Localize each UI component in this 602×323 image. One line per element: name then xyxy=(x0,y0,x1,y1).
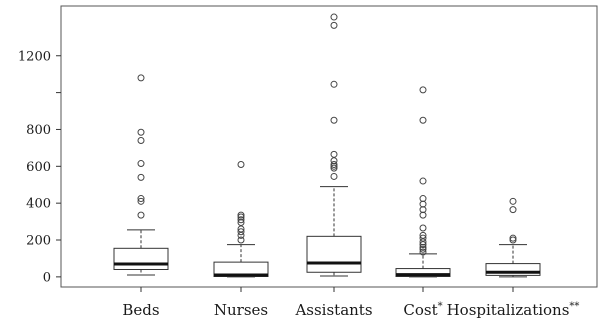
y-tick-label: 200 xyxy=(26,234,51,249)
outlier-point xyxy=(237,236,245,244)
outlier-point xyxy=(330,160,338,168)
outlier-point xyxy=(137,160,145,168)
iqr-box xyxy=(306,235,362,273)
outlier-point xyxy=(330,172,338,180)
outlier-point xyxy=(509,197,517,205)
outlier-point xyxy=(237,160,245,168)
iqr-box xyxy=(485,263,541,276)
outlier-point xyxy=(419,245,427,253)
plot-frame xyxy=(60,5,598,288)
iqr-box xyxy=(395,268,451,277)
y-tick-label: 800 xyxy=(26,123,51,138)
category-name: Assistants xyxy=(294,301,372,319)
y-tick-label: 600 xyxy=(26,160,51,175)
x-axis-labels: Beds Nurses Assistants Cost* Hospitalization… xyxy=(122,287,579,319)
outlier-point xyxy=(330,13,338,21)
outlier-point xyxy=(509,206,517,214)
y-tick-label: 400 xyxy=(26,197,51,212)
outlier-point xyxy=(137,74,145,82)
category-name: Cost xyxy=(403,301,437,319)
outlier-point xyxy=(137,128,145,136)
outlier-point xyxy=(137,195,145,203)
outlier-point xyxy=(137,211,145,219)
category-name: Nurses xyxy=(214,301,268,319)
x-tick-label: Assistants xyxy=(294,301,372,319)
outlier-point xyxy=(419,231,427,239)
x-tick-label: Cost* xyxy=(403,301,442,319)
outlier-point xyxy=(419,234,427,242)
outlier-point xyxy=(137,137,145,145)
outlier-point xyxy=(509,234,517,242)
outlier-point xyxy=(419,177,427,185)
category-name: Beds xyxy=(122,301,159,319)
outlier-point xyxy=(419,86,427,94)
box-cost xyxy=(395,86,451,278)
box-assistants xyxy=(306,13,362,277)
category-superscript: ** xyxy=(569,301,579,312)
iqr-box xyxy=(113,247,169,270)
y-tick-label: 0 xyxy=(43,270,51,285)
box-beds xyxy=(113,74,169,276)
outlier-point xyxy=(419,195,427,203)
x-tick-label: Hospitalizations** xyxy=(447,301,580,319)
outlier-point xyxy=(419,248,427,256)
box-hospitalizations xyxy=(485,197,541,278)
box-series xyxy=(113,13,541,278)
outlier-point xyxy=(237,228,245,236)
category-superscript: * xyxy=(438,301,443,312)
outlier-point xyxy=(330,150,338,158)
outlier-point xyxy=(237,213,245,221)
outlier-point xyxy=(330,21,338,29)
outlier-point xyxy=(137,173,145,181)
box-nurses xyxy=(213,160,269,278)
outlier-point xyxy=(330,164,338,172)
x-tick-label: Beds xyxy=(122,301,159,319)
outlier-point xyxy=(419,224,427,232)
x-tick-label: Nurses xyxy=(214,301,268,319)
outlier-point xyxy=(137,197,145,205)
outlier-point xyxy=(237,211,245,219)
outlier-point xyxy=(237,216,245,224)
y-tick-label: 1200 xyxy=(18,49,51,64)
category-name: Hospitalizations xyxy=(447,301,570,319)
outlier-point xyxy=(330,80,338,88)
outlier-point xyxy=(419,116,427,124)
outlier-point xyxy=(509,236,517,244)
outlier-point xyxy=(330,116,338,124)
y-axis: 0 200 400 600 800 1200 xyxy=(18,49,61,285)
